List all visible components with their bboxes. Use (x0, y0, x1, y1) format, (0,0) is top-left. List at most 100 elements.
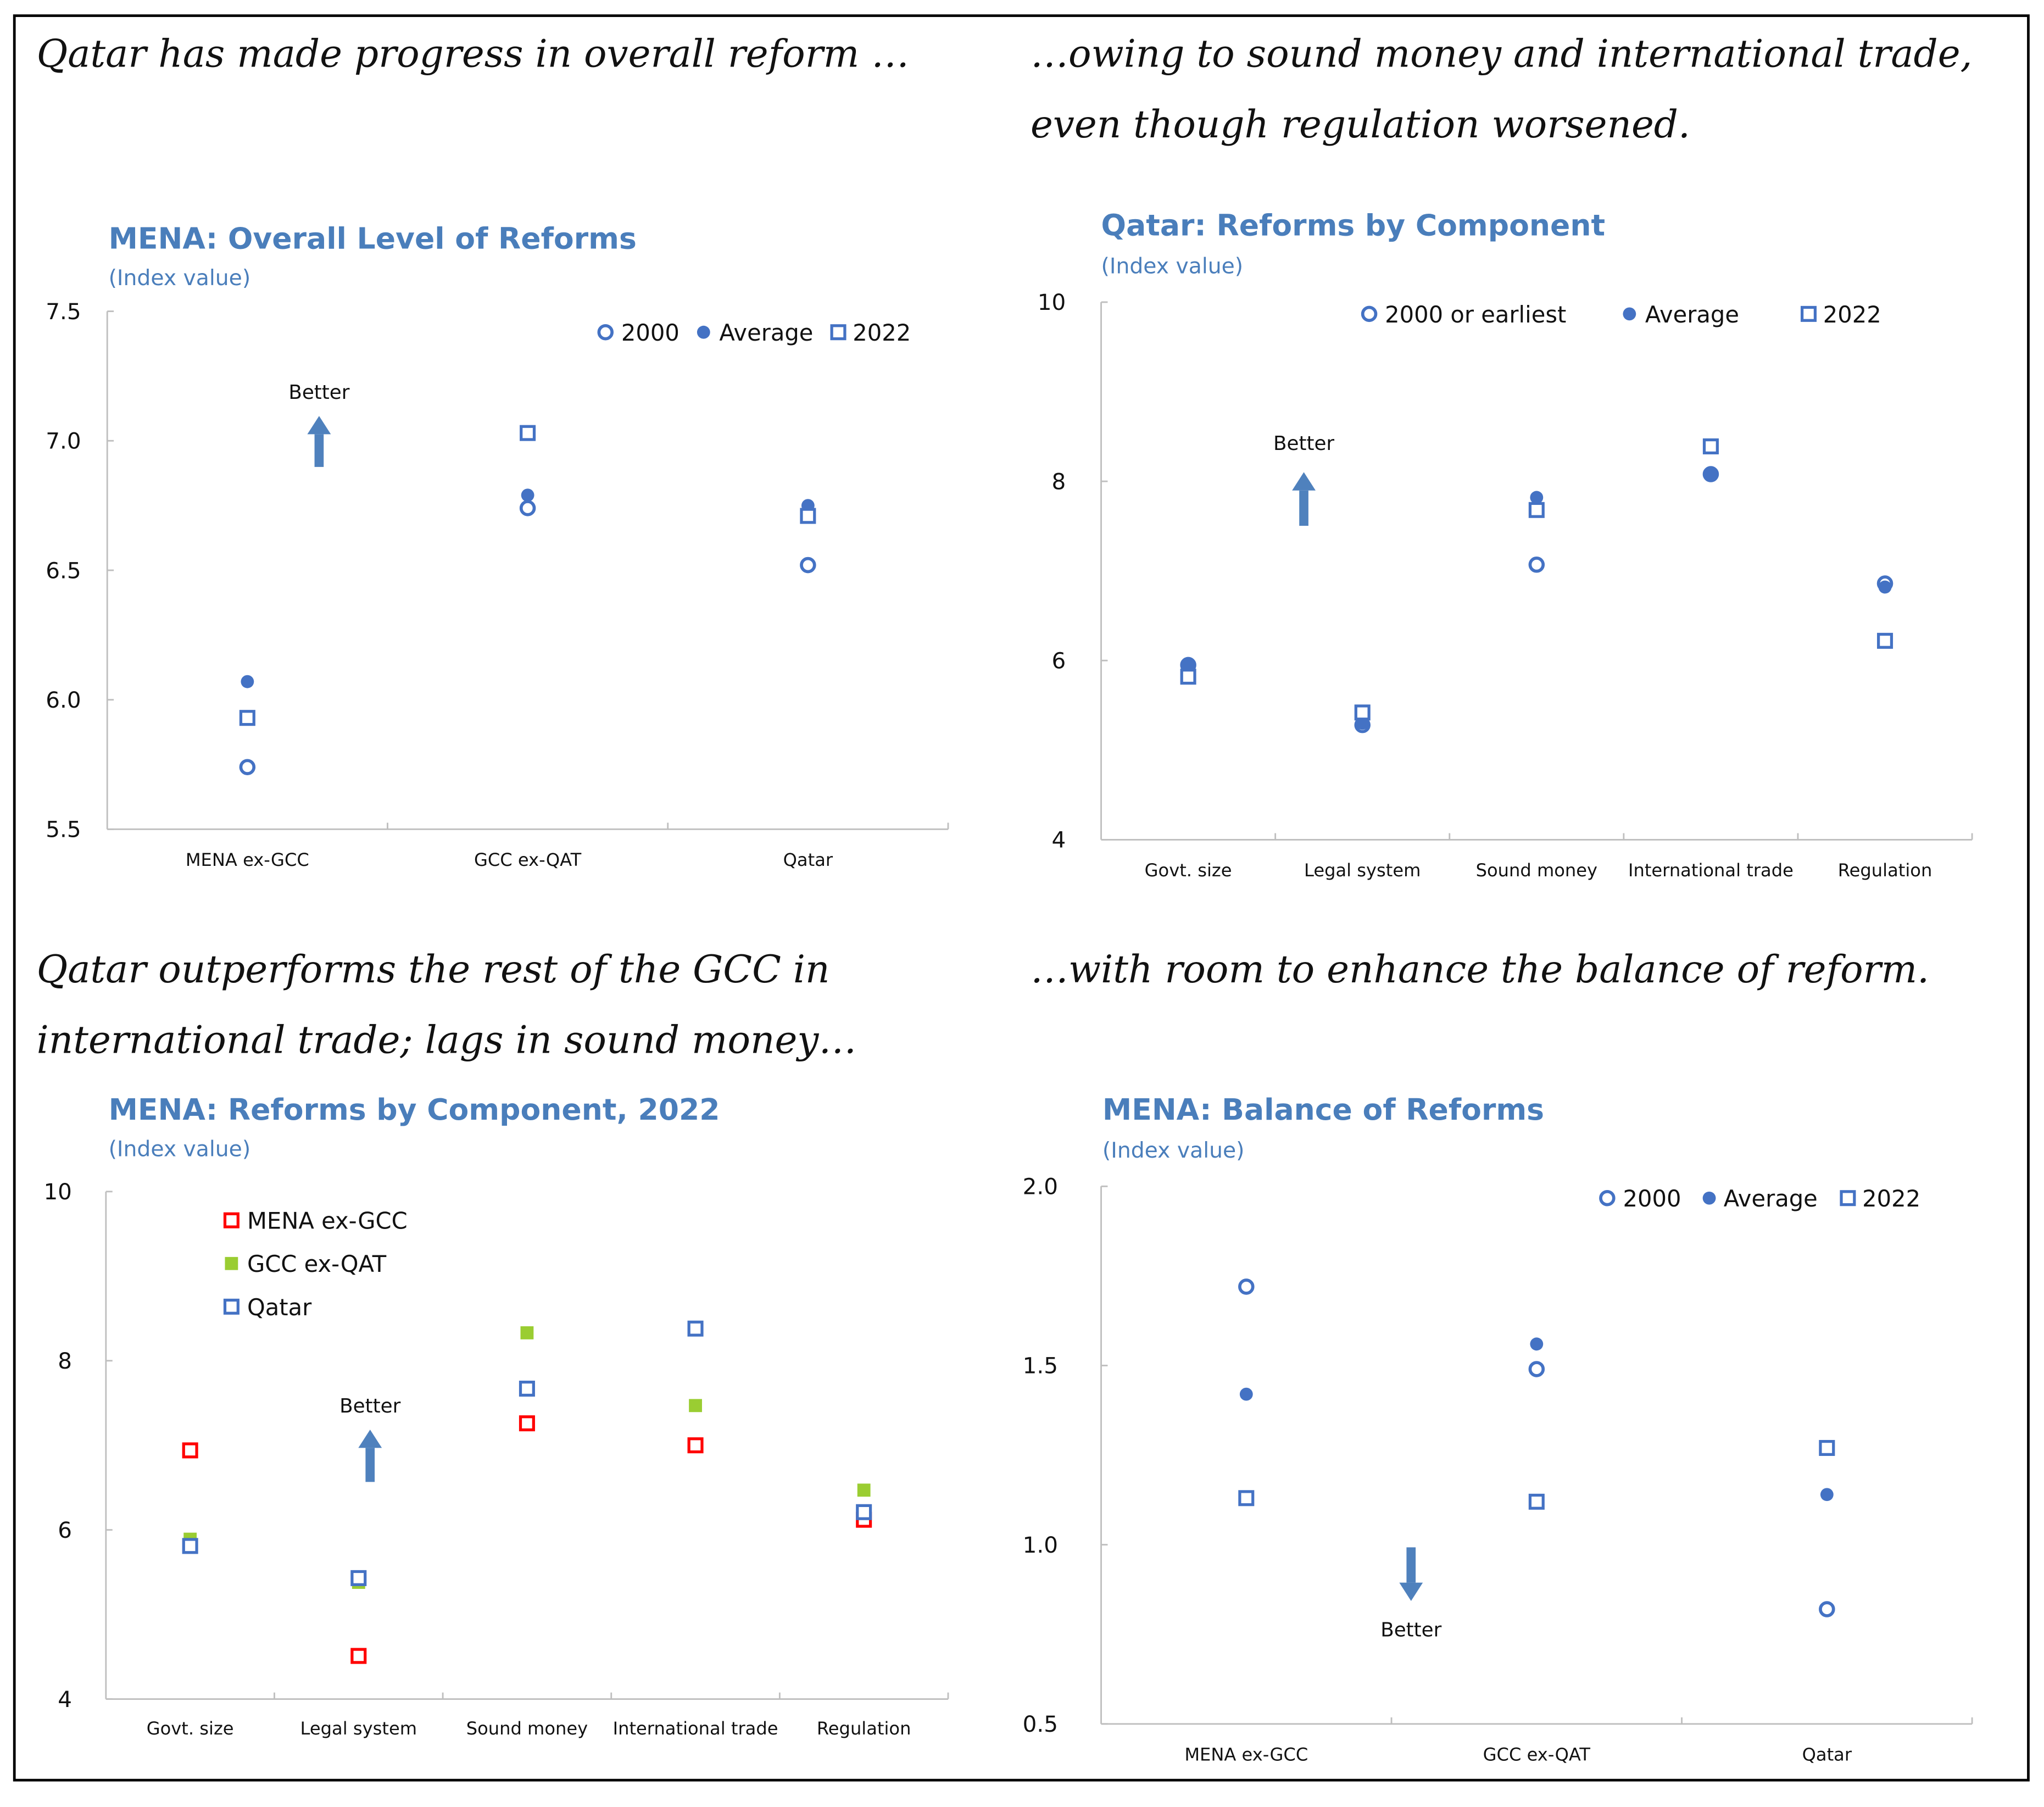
y-tick-label: 10 (1038, 289, 1066, 315)
data-point-gcc-ex-qat (689, 1399, 702, 1413)
legend-marker (597, 324, 614, 341)
legend-marker (225, 1256, 238, 1270)
data-point-average (1820, 1488, 1834, 1502)
y-tick-label: 4 (1052, 827, 1066, 853)
legend-marker (830, 324, 846, 341)
legend-label: Average (719, 319, 813, 346)
better-arrow-shaft (1406, 1547, 1416, 1583)
data-point-2000 (239, 759, 256, 775)
x-category-label: Legal system (1304, 860, 1421, 881)
data-point-2000 (800, 557, 816, 574)
better-arrow-head (1292, 472, 1316, 491)
x-category-label: Sound money (1476, 860, 1597, 881)
y-tick-label: 10 (43, 1178, 71, 1205)
x-category-label: Regulation (817, 1718, 911, 1739)
legend-marker (1702, 1191, 1716, 1205)
caption-top-right: …owing to sound money and international … (1030, 31, 1973, 147)
data-point-gcc-ex-qat (520, 1326, 534, 1339)
x-category-label: Sound money (466, 1718, 588, 1739)
data-point-qatar (856, 1504, 872, 1520)
data-point-mena-ex-gcc (687, 1437, 704, 1454)
data-point-2022 (239, 710, 255, 726)
data-point-average (1704, 468, 1718, 482)
data-point-2022 (520, 425, 536, 441)
data-point-2022 (1238, 1490, 1255, 1506)
data-point-2022 (1877, 632, 1893, 649)
legend-label: 2000 (621, 319, 680, 346)
better-arrow-head (1399, 1582, 1423, 1601)
y-tick-label: 2.0 (1023, 1174, 1058, 1200)
data-point-2000 (1819, 1601, 1835, 1617)
legend-marker (223, 1298, 240, 1315)
data-point-average (1530, 491, 1544, 504)
legend-marker (1361, 305, 1378, 323)
data-point-mena-ex-gcc (519, 1415, 535, 1432)
data-point-mena-ex-gcc (182, 1442, 198, 1459)
chart-2: 4 6 8 10 Govt. size Legal system Sound money In… (43, 1178, 949, 1739)
legend-label: 2000 (1623, 1185, 1681, 1212)
chart-subtitle-overall: (Index value) (108, 265, 251, 291)
data-point-2022 (1354, 704, 1371, 721)
legend-label: 2022 (1823, 301, 1881, 328)
y-tick-label: 6.0 (46, 687, 81, 713)
data-point-2022 (1528, 1493, 1545, 1510)
chart-subtitle-mena-components: (Index value) (108, 1136, 251, 1162)
data-point-qatar (687, 1320, 704, 1337)
legend-label: 2022 (1862, 1185, 1920, 1212)
data-point-2022 (1180, 669, 1196, 685)
y-tick-label: 5.5 (46, 816, 81, 843)
chart-title-mena-components: MENA: Reforms by Component, 2022 (108, 1093, 720, 1128)
x-category-label: Govt. size (1145, 860, 1232, 881)
data-point-average (1239, 1387, 1253, 1401)
legend-marker (697, 325, 710, 339)
x-category-label: Regulation (1838, 860, 1932, 881)
chart-title-balance: MENA: Balance of Reforms (1102, 1093, 1545, 1128)
chart-0: 5.5 6.0 6.5 7.0 7.5 MENA ex-GCC GCC ex-QAT Qata… (46, 298, 949, 870)
legend-label: 2022 (853, 319, 911, 346)
data-point-average (1878, 580, 1892, 594)
legend-label: Average (1724, 1185, 1818, 1212)
data-point-2000 (1528, 1361, 1545, 1377)
legend-marker (1623, 307, 1636, 321)
legend-marker (223, 1212, 240, 1228)
legend-marker (1840, 1190, 1856, 1206)
y-tick-label: 4 (58, 1686, 72, 1713)
legend-label: GCC ex-QAT (247, 1250, 387, 1277)
data-point-average (521, 488, 534, 502)
data-point-mena-ex-gcc (350, 1648, 367, 1664)
legend-label: MENA ex-GCC (247, 1208, 408, 1235)
data-point-2000 (1238, 1278, 1255, 1295)
data-point-qatar (519, 1381, 535, 1397)
better-arrow-shaft (314, 434, 324, 467)
legend-label: Qatar (247, 1294, 312, 1321)
caption-bottom-right: …with room to enhance the balance of ref… (1030, 947, 1930, 992)
chart-1: 4 6 8 10 Govt. size Legal system Sound money In… (1038, 289, 1973, 881)
legend-label: Average (1645, 301, 1739, 328)
x-category-label: Legal system (300, 1718, 417, 1739)
better-arrow-head (307, 416, 331, 435)
chart-subtitle-balance: (Index value) (1102, 1138, 1245, 1163)
data-point-qatar (182, 1538, 198, 1554)
caption-bottom-left: Qatar outperforms the rest of the GCC in… (36, 947, 857, 1063)
x-category-label: GCC ex-QAT (1483, 1744, 1591, 1765)
x-category-label: MENA ex-GCC (1184, 1744, 1308, 1765)
data-point-2022 (800, 508, 816, 524)
data-point-average (1530, 1337, 1544, 1351)
x-category-label: International trade (1628, 860, 1794, 881)
x-category-label: GCC ex-QAT (474, 849, 582, 870)
x-category-label: Qatar (783, 849, 833, 870)
y-tick-label: 7.0 (46, 428, 81, 454)
data-point-average (241, 675, 254, 688)
chart-title-qatar-components: Qatar: Reforms by Component (1101, 209, 1606, 243)
data-point-2022 (1819, 1439, 1835, 1456)
legend-label: 2000 or earliest (1385, 301, 1566, 328)
y-tick-label: 1.0 (1023, 1532, 1058, 1558)
better-arrow-shaft (1299, 490, 1308, 526)
better-arrow-shaft (365, 1448, 375, 1482)
legend-marker (1800, 305, 1817, 322)
y-tick-label: 6.5 (46, 557, 81, 583)
legend-marker (1599, 1189, 1616, 1206)
data-point-2000 (519, 500, 536, 516)
